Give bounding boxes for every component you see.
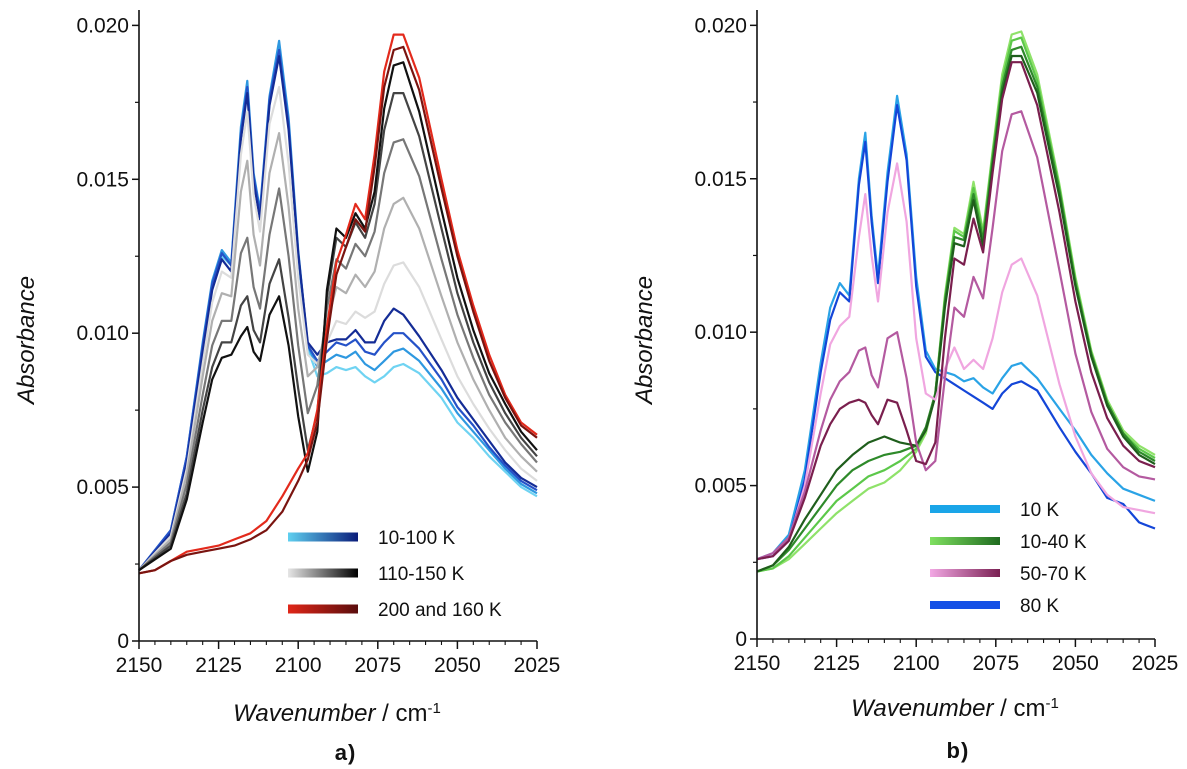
x-tick-label-b-3: 2075: [972, 652, 1019, 675]
y-tick-label-a-2: 0.010: [76, 322, 129, 345]
series-line-b-7: [756, 162, 1156, 561]
series-line-a-2: [138, 39, 538, 571]
x-tick-label-a-1: 2125: [195, 654, 242, 677]
y-tick-label-b-0: 0: [735, 628, 747, 651]
axes-a: 0 0.005 0.010 0.015 0.020 2150 2125 2100 2075 205…: [76, 10, 560, 677]
x-tick-label-b-4: 2050: [1052, 652, 1099, 675]
legend-swatch-a-0: [288, 532, 358, 542]
chart-panel-b: 0 0.005 0.010 0.015 0.020 2150 2125 2100 2075 205…: [631, 10, 1178, 763]
x-tick-label-b-0: 2150: [734, 652, 781, 675]
y-tick-label-a-1: 0.005: [76, 476, 129, 499]
x-axis-label-a: Wavenumber / cm-1: [233, 700, 441, 728]
panel-label-paren-b: ): [961, 738, 968, 763]
series-group-b: [756, 30, 1156, 573]
legend-swatch-a-1: [288, 568, 358, 578]
series-line-b-8: [756, 110, 1156, 561]
y-tick-label-b-3: 0.015: [694, 168, 747, 191]
series-line-a-8: [138, 92, 538, 572]
legend-swatch-b-3: [930, 601, 1000, 609]
axes-b: 0 0.005 0.010 0.015 0.020 2150 2125 2100 2075 205…: [694, 10, 1178, 675]
legend-label-a-0: 10-100 K: [378, 528, 455, 549]
panel-label-b: b: [947, 738, 960, 763]
legend-swatch-a-2: [288, 604, 358, 614]
x-tick-label-a-0: 2150: [116, 654, 163, 677]
panel-label-paren-a: ): [348, 740, 355, 765]
series-line-b-6: [756, 54, 1156, 573]
chart-panel-a: 0 0.005 0.010 0.015 0.020 2150 2125 2100 2075 205…: [13, 10, 560, 765]
legend-label-a-2: 200 and 160 K: [378, 600, 502, 621]
legend-b: 10 K 10-40 K 50-70 K 80 K: [930, 500, 1087, 617]
y-tick-label-b-4: 0.020: [694, 14, 747, 37]
series-line-b-4: [756, 36, 1156, 573]
y-tick-label-b-2: 0.010: [694, 321, 747, 344]
legend-label-a-1: 110-150 K: [378, 564, 465, 585]
y-tick-label-b-1: 0.005: [694, 475, 747, 498]
legend-swatch-b-2: [930, 569, 1000, 577]
x-tick-label-b-1: 2125: [813, 652, 860, 675]
x-tick-label-b-5: 2025: [1132, 652, 1179, 675]
legend-label-b-3: 80 K: [1020, 596, 1059, 617]
y-tick-label-a-3: 0.015: [76, 168, 129, 191]
series-line-a-5: [138, 85, 538, 571]
legend-a: 10-100 K 110-150 K 200 and 160 K: [288, 528, 502, 621]
series-line-b-9: [756, 61, 1156, 561]
x-axis-label-b: Wavenumber / cm-1: [851, 695, 1059, 723]
legend-label-b-1: 10-40 K: [1020, 532, 1087, 553]
series-line-a-10: [138, 33, 538, 575]
series-line-a-3: [138, 48, 538, 571]
x-tick-label-a-3: 2075: [354, 654, 401, 677]
legend-swatch-b-1: [930, 537, 1000, 545]
series-line-b-3: [756, 30, 1156, 573]
legend-swatch-b-0: [930, 505, 1000, 513]
series-line-b-2: [756, 104, 1156, 561]
legend-label-b-0: 10 K: [1020, 500, 1059, 521]
x-tick-label-a-2: 2100: [275, 654, 322, 677]
y-tick-label-a-4: 0.020: [76, 14, 129, 37]
series-line-a-11: [138, 45, 538, 575]
legend-label-b-2: 50-70 K: [1020, 564, 1087, 585]
series-line-a-4: [138, 55, 538, 571]
y-axis-label-a: Absorbance: [13, 276, 40, 406]
series-line-a-1: [138, 45, 538, 571]
y-axis-label-b: Absorbance: [631, 276, 658, 406]
series-group-a: [138, 33, 538, 575]
x-tick-label-a-5: 2025: [514, 654, 561, 677]
y-tick-label-a-0: 0: [117, 630, 129, 653]
panel-label-a: a: [335, 740, 348, 765]
series-line-b-1: [756, 94, 1156, 561]
x-tick-label-a-4: 2050: [434, 654, 481, 677]
x-tick-label-b-2: 2100: [893, 652, 940, 675]
